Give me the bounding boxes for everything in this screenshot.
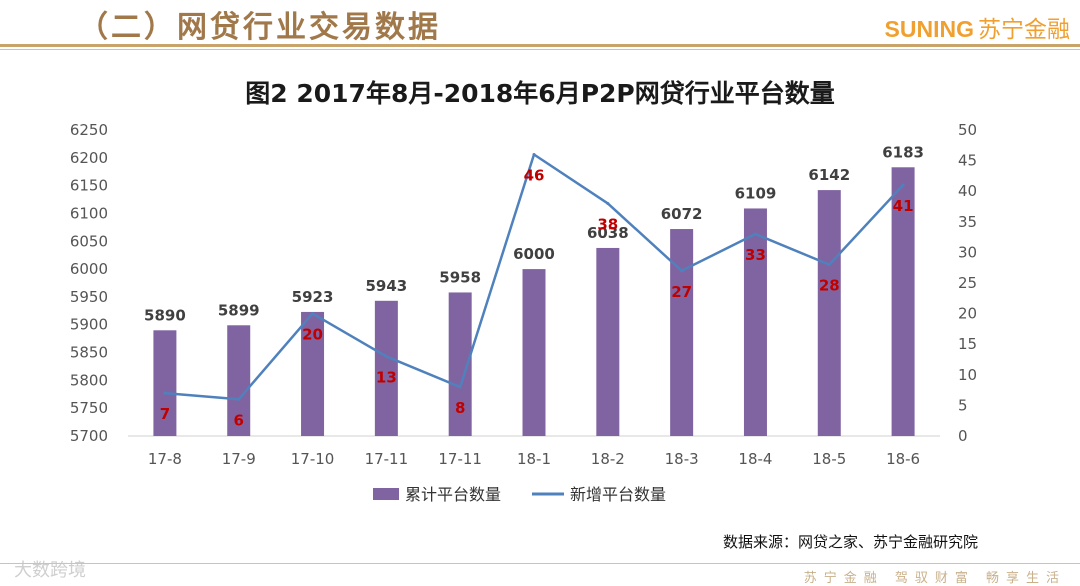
line-point: [458, 385, 462, 389]
bar: [522, 269, 546, 436]
line-point: [237, 397, 241, 401]
legend-line-label: 新增平台数量: [570, 485, 666, 504]
line-data-label: 38: [597, 215, 618, 233]
x-tick-label: 17-8: [148, 450, 182, 468]
brand-en: SUNING: [884, 16, 974, 42]
x-tick-label: 18-2: [591, 450, 625, 468]
page-header: （二）网贷行业交易数据 SUNING 苏宁金融: [0, 0, 1080, 50]
bar: [891, 167, 915, 436]
y-right-tick-label: 10: [958, 366, 977, 384]
bar: [374, 300, 398, 436]
bar-data-label: 5943: [365, 277, 407, 295]
bar: [596, 247, 620, 436]
bar: [448, 292, 472, 436]
bar: [301, 311, 325, 436]
bar-data-label: 5958: [439, 268, 481, 286]
y-left-tick-label: 5900: [70, 316, 108, 334]
x-tick-label: 18-6: [886, 450, 920, 468]
bar-data-label: 6000: [513, 245, 555, 263]
line-point: [901, 183, 905, 187]
bar-data-label: 6183: [882, 143, 924, 161]
section-title: （二）网贷行业交易数据: [78, 10, 441, 45]
watermark: 大数跨境: [14, 560, 86, 581]
x-tick-label: 17-10: [291, 450, 335, 468]
bar: [227, 325, 251, 436]
y-left-tick-label: 6200: [70, 149, 108, 167]
bar-data-label: 6142: [808, 166, 850, 184]
y-right-tick-label: 25: [958, 274, 977, 292]
y-right-tick-label: 15: [958, 335, 977, 353]
y-right-tick-label: 35: [958, 213, 977, 231]
footer-slogan: 苏宁金融 驾驭财富 畅享生活: [803, 571, 1066, 586]
chart-title: 图2 2017年8月-2018年6月P2P网贷行业平台数量: [245, 79, 835, 108]
line-data-label: 27: [671, 283, 692, 301]
line-point: [311, 312, 315, 316]
y-right-tick-label: 45: [958, 152, 977, 170]
bar-data-label: 6038: [587, 224, 629, 242]
y-right-tick-label: 40: [958, 182, 977, 200]
bar-data-label: 6109: [735, 184, 777, 202]
line-data-label: 6: [234, 411, 244, 429]
y-left-tick-label: 6000: [70, 260, 108, 278]
x-tick-label: 18-1: [517, 450, 551, 468]
y-left-tick-label: 6250: [70, 121, 108, 139]
line-data-label: 7: [160, 405, 170, 423]
line-point: [384, 354, 388, 358]
line-data-label: 33: [745, 246, 766, 264]
y-right-tick-label: 20: [958, 305, 977, 323]
line-point: [827, 263, 831, 267]
y-left-tick-label: 6150: [70, 177, 108, 195]
line-data-label: 28: [819, 277, 840, 295]
brand-logo: SUNING 苏宁金融: [885, 10, 1070, 44]
legend-bar-swatch: [373, 488, 399, 500]
bar: [153, 330, 177, 436]
y-left-tick-label: 5700: [70, 427, 108, 445]
x-tick-label: 17-9: [222, 450, 256, 468]
line-data-label: 8: [455, 399, 465, 417]
y-right-tick-label: 50: [958, 121, 977, 139]
y-left-tick-label: 6050: [70, 232, 108, 250]
bar: [817, 190, 841, 436]
bar-data-label: 5923: [292, 288, 334, 306]
header-divider-thin: [0, 49, 1080, 50]
line-data-label: 13: [376, 368, 397, 386]
x-tick-label: 18-3: [665, 450, 699, 468]
line-data-label: 20: [302, 326, 323, 344]
bar-data-label: 5890: [144, 306, 186, 324]
brand-cn: 苏宁金融: [978, 16, 1070, 42]
y-left-tick-label: 5750: [70, 399, 108, 417]
bar: [670, 229, 694, 436]
bar-data-label: 6072: [661, 205, 703, 223]
header-divider: [0, 44, 1080, 47]
line-point: [680, 269, 684, 273]
y-right-tick-label: 0: [958, 427, 968, 445]
line-data-label: 46: [524, 166, 545, 184]
y-left-tick-label: 5850: [70, 344, 108, 362]
line-point: [606, 201, 610, 205]
x-tick-label: 17-11: [438, 450, 482, 468]
y-left-tick-label: 5800: [70, 371, 108, 389]
bar: [743, 208, 767, 436]
y-left-tick-label: 6100: [70, 204, 108, 222]
y-right-tick-label: 5: [958, 396, 968, 414]
x-tick-label: 18-5: [812, 450, 846, 468]
bar-data-label: 5899: [218, 301, 260, 319]
line-point: [532, 152, 536, 156]
x-tick-label: 18-4: [738, 450, 772, 468]
data-source: 数据来源：网贷之家、苏宁金融研究院: [722, 533, 978, 551]
footer-divider: [0, 563, 1080, 564]
legend-bar-label: 累计平台数量: [405, 485, 501, 504]
y-left-tick-label: 5950: [70, 288, 108, 306]
line-point: [753, 232, 757, 236]
line-data-label: 41: [893, 197, 914, 215]
x-tick-label: 17-11: [365, 450, 409, 468]
line-point: [163, 391, 167, 395]
y-right-tick-label: 30: [958, 243, 977, 261]
